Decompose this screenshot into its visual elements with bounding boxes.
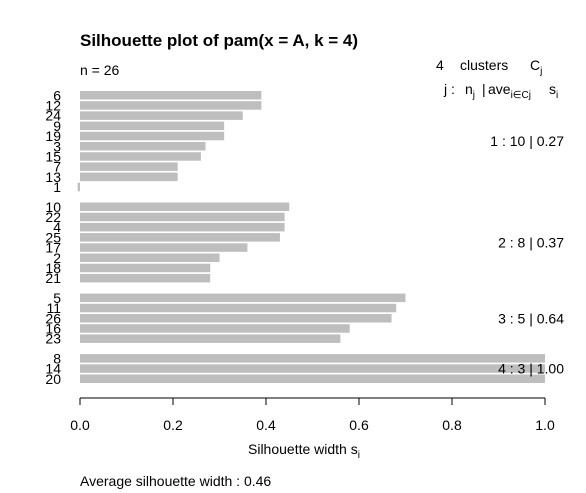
- average-silhouette-width: Average silhouette width : 0.46: [80, 473, 271, 489]
- silhouette-bar: [80, 91, 262, 100]
- observation-label: 25: [45, 229, 61, 245]
- observation-label: 11: [46, 300, 61, 316]
- header-s: si: [549, 81, 558, 101]
- bars-group: [77, 91, 545, 383]
- observation-label: 13: [45, 169, 61, 185]
- silhouette-bar: [80, 172, 178, 182]
- observation-label: 21: [45, 270, 61, 286]
- header-n-letter: n: [465, 81, 473, 97]
- observation-label: 15: [45, 148, 61, 164]
- observation-label: 24: [45, 108, 61, 124]
- silhouette-bar: [77, 182, 80, 192]
- x-axis: 0.0 0.2 0.4 0.6 0.8 1.0: [70, 397, 555, 433]
- header-ave-sub: i∈Cj: [511, 90, 531, 101]
- silhouette-bar: [80, 374, 545, 383]
- silhouette-bar: [80, 314, 392, 323]
- silhouette-bar: [80, 212, 285, 222]
- observation-label: 9: [53, 118, 61, 134]
- cluster-label: 2 : 8 | 0.37: [498, 234, 564, 250]
- cluster-label: 1 : 10 | 0.27: [490, 133, 564, 149]
- observation-label: 4: [53, 219, 61, 235]
- n-label: n = 26: [80, 62, 120, 78]
- x-axis-label-sub: i: [358, 450, 360, 461]
- cluster-label: 3 : 5 | 0.64: [498, 310, 564, 326]
- x-axis-label-text: Silhouette width s: [248, 441, 358, 457]
- silhouette-bar: [80, 364, 545, 373]
- observation-label: 1: [53, 179, 61, 195]
- silhouette-bar: [80, 334, 341, 343]
- header-clusters-word: clusters: [460, 57, 508, 73]
- silhouette-bar: [80, 131, 225, 141]
- x-axis-label: Silhouette width si: [248, 441, 360, 461]
- cluster-label: 4 : 3 | 1.00: [498, 361, 564, 377]
- silhouette-bar: [80, 101, 262, 110]
- x-tick-label: 1.0: [535, 417, 555, 433]
- x-tick-label: 0.4: [256, 417, 276, 433]
- observation-label: 22: [45, 209, 61, 225]
- x-tick-label: 0.8: [442, 417, 462, 433]
- header-s-sub: i: [556, 90, 558, 101]
- x-tick-label: 0.6: [349, 417, 369, 433]
- observation-label: 3: [53, 138, 61, 154]
- observation-label: 23: [45, 331, 61, 347]
- observation-label: 7: [53, 159, 61, 175]
- silhouette-bar: [80, 303, 397, 313]
- header-k: 4: [436, 57, 444, 73]
- observation-label: 17: [45, 240, 61, 256]
- observation-label: 26: [45, 310, 61, 326]
- silhouette-bar: [80, 324, 350, 333]
- silhouette-bar: [80, 243, 248, 252]
- header-n: nj: [465, 81, 475, 101]
- header-n-sub: j: [472, 90, 475, 101]
- silhouette-bar: [80, 152, 201, 161]
- observation-label: 8: [53, 350, 61, 366]
- observation-label: 2: [53, 250, 61, 266]
- silhouette-bar: [80, 233, 280, 242]
- silhouette-bar: [80, 111, 243, 120]
- observation-label: 19: [45, 128, 61, 144]
- observation-label: 12: [45, 97, 61, 113]
- silhouette-bar: [80, 293, 406, 303]
- observation-label: 14: [45, 361, 61, 377]
- chart-title: Silhouette plot of pam(x = A, k = 4): [80, 31, 358, 50]
- observation-label: 10: [45, 199, 61, 215]
- observation-label: 20: [45, 371, 61, 387]
- cluster-labels: 1 : 10 | 0.27 2 : 8 | 0.37 3 : 5 | 0.64 4 :…: [490, 133, 564, 376]
- silhouette-bar: [80, 354, 545, 363]
- silhouette-bar: [80, 202, 290, 211]
- header-s-letter: s: [549, 81, 556, 97]
- silhouette-bar: [80, 222, 285, 232]
- observation-label: 16: [45, 320, 61, 336]
- observation-label: 5: [53, 290, 61, 306]
- silhouette-bar: [80, 121, 225, 131]
- header-sep: |: [482, 81, 486, 97]
- silhouette-bar: [80, 273, 211, 283]
- header-c-letter: C: [530, 57, 540, 73]
- silhouette-bar: [80, 162, 178, 171]
- header-c-sub: j: [539, 66, 542, 77]
- header-ave: avei∈Cj: [488, 81, 531, 101]
- x-tick-label: 0.0: [70, 417, 90, 433]
- observation-label: 18: [45, 260, 61, 276]
- silhouette-bar: [80, 142, 206, 151]
- header-j-label: j :: [443, 81, 455, 97]
- silhouette-bar: [80, 263, 211, 273]
- header-ave-word: ave: [488, 81, 511, 97]
- silhouette-bar: [80, 253, 220, 262]
- x-tick-label: 0.2: [163, 417, 183, 433]
- header-c: Cj: [530, 57, 542, 77]
- observation-label: 6: [53, 87, 61, 103]
